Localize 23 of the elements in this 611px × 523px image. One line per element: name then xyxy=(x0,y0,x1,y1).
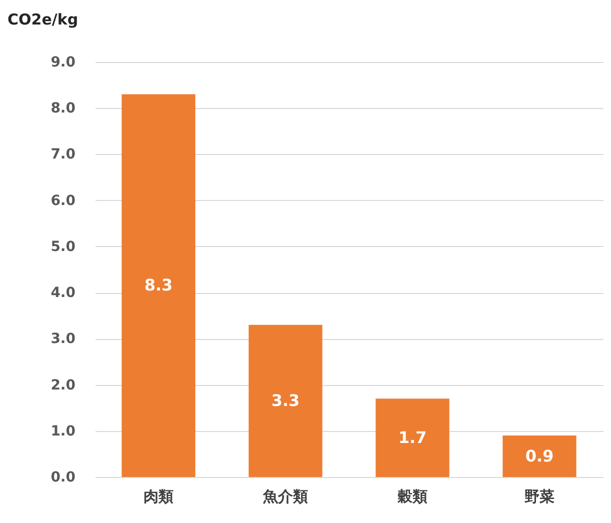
data-label: 3.3 xyxy=(271,390,300,410)
y-tick-label: 6.0 xyxy=(50,192,76,209)
x-tick-label: 肉類 xyxy=(144,488,174,506)
y-tick-label: 1.0 xyxy=(50,423,76,440)
bar xyxy=(376,398,450,477)
bar xyxy=(248,324,322,477)
y-axis-title: CO2e/kg xyxy=(8,10,78,28)
y-tick-label: 9.0 xyxy=(50,54,76,70)
data-label: 8.3 xyxy=(144,276,173,295)
x-tick-label: 穀類 xyxy=(396,488,428,506)
y-tick-label: 5.0 xyxy=(50,238,76,255)
y-tick-label: 3.0 xyxy=(50,331,76,348)
data-label: 1.7 xyxy=(398,428,427,447)
x-tick-label: 魚介類 xyxy=(262,488,308,506)
y-tick-label: 2.0 xyxy=(50,377,76,394)
y-tick-label: 4.0 xyxy=(50,285,76,302)
bar xyxy=(122,94,196,477)
y-tick-label: 8.0 xyxy=(50,100,76,117)
bar xyxy=(502,436,576,477)
data-label: 0.9 xyxy=(525,446,554,466)
y-tick-label: 0.0 xyxy=(50,470,76,486)
x-tick-label: 野菜 xyxy=(524,488,554,506)
y-tick-label: 7.0 xyxy=(50,146,76,163)
